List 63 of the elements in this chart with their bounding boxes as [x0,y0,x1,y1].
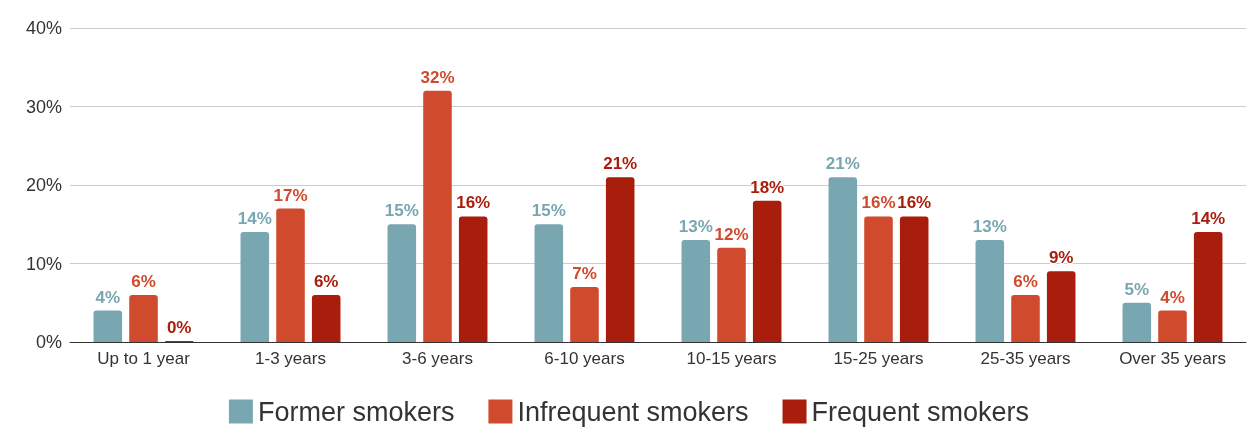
data-label: 5% [1124,279,1150,299]
bar [423,90,452,342]
data-label: 16% [897,193,932,213]
data-label: 12% [714,224,749,244]
bar [975,239,1005,342]
bar [311,294,341,342]
x-tick-label: 10-15 years [686,349,777,368]
data-label: 0% [166,318,192,337]
x-tick-label: 1-3 years [255,349,326,368]
bar [1011,294,1040,342]
data-label: 6% [131,271,156,291]
bar [570,287,599,342]
data-label: 16% [456,193,491,213]
y-tick-label: 10% [25,253,62,274]
y-tick-label: 20% [25,175,62,195]
data-label: 21% [603,154,638,174]
bar [534,224,564,342]
data-label: 16% [861,193,896,213]
bar [1158,310,1187,342]
data-label: 14% [237,209,272,229]
x-tick-label: Over 35 years [1119,349,1226,368]
x-tick-label: Up to 1 year [97,349,191,368]
bar [129,294,158,342]
bar [1193,232,1223,342]
x-tick-label: 15-25 years [833,349,924,368]
data-label: 13% [972,216,1007,236]
bar [828,177,858,342]
bar [864,216,893,342]
bar [93,310,123,342]
x-tick-label: 25-35 years [980,349,1071,368]
y-tick-label: 40% [25,18,62,38]
data-label: 7% [572,264,597,284]
legend-label: Frequent smokers [811,396,1030,427]
y-tick-label: 0% [35,332,62,352]
data-label: 32% [420,67,455,87]
data-label: 9% [1048,248,1074,268]
bar [1122,302,1152,342]
data-label: 4% [95,287,121,307]
bar [717,247,746,342]
data-label: 21% [825,154,860,174]
x-tick-label: 6-10 years [544,349,625,368]
bar [752,200,782,342]
y-tick-label: 30% [25,96,62,117]
data-label: 15% [384,201,419,221]
bar [458,216,488,342]
x-tick-label: 3-6 years [402,349,473,368]
legend-label: Infrequent smokers [517,396,749,427]
data-label: 18% [750,177,785,197]
data-label: 6% [1013,271,1038,291]
data-label: 4% [1160,287,1185,307]
data-label: 13% [678,216,713,236]
bar [681,239,711,342]
bar [240,232,270,342]
bar [605,177,635,342]
bar [276,208,305,342]
data-label: 17% [273,185,308,205]
bar [899,216,929,342]
legend-label: Former smokers [257,396,455,427]
data-label: 6% [313,271,339,291]
bar [387,224,417,342]
bar [1046,271,1076,342]
data-label: 15% [531,201,566,221]
data-label: 14% [1191,209,1226,229]
